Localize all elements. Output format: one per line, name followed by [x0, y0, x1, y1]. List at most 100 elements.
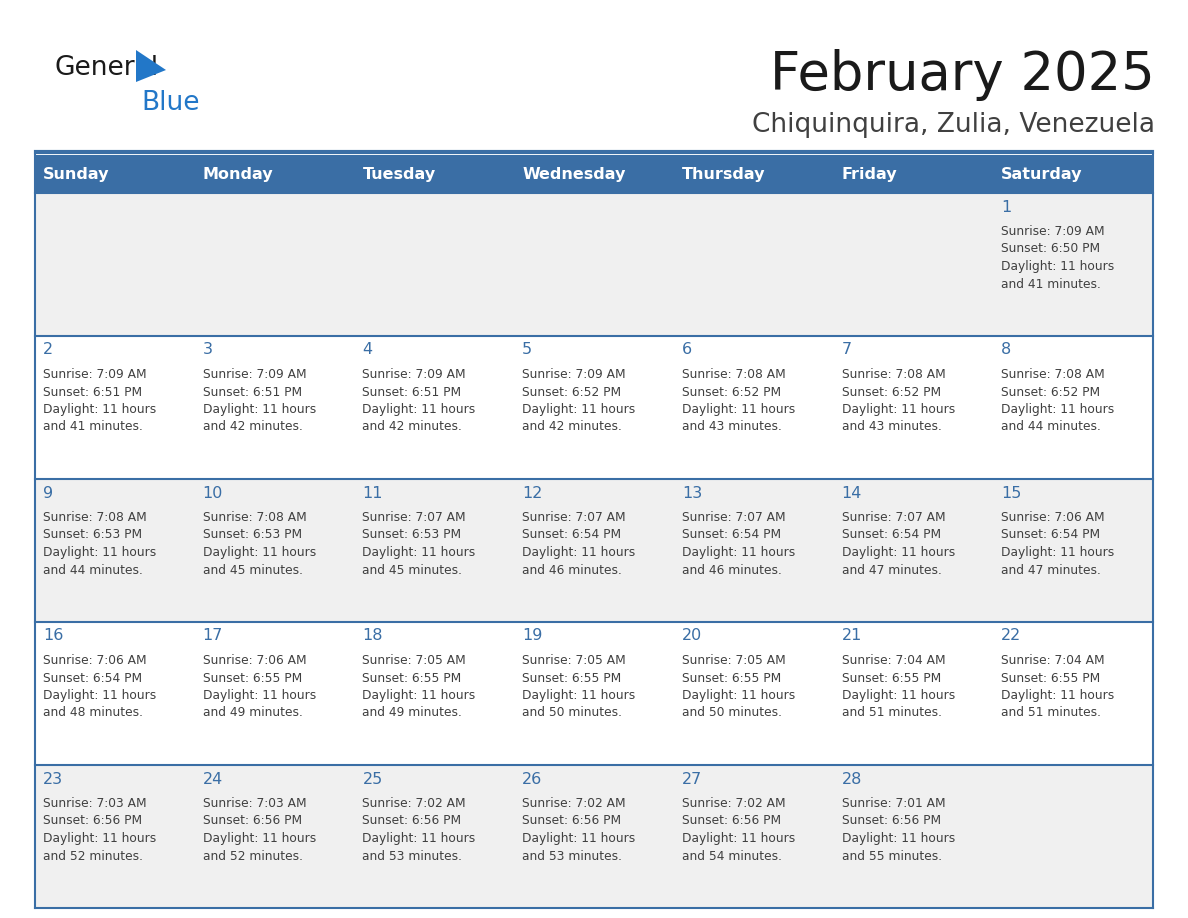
Text: Chiquinquira, Zulia, Venezuela: Chiquinquira, Zulia, Venezuela: [752, 112, 1155, 138]
Text: 28: 28: [841, 771, 862, 787]
Text: Daylight: 11 hours: Daylight: 11 hours: [523, 832, 636, 845]
Text: 27: 27: [682, 771, 702, 787]
Bar: [514, 479, 674, 622]
Text: 23: 23: [43, 771, 63, 787]
Text: Wednesday: Wednesday: [523, 166, 626, 182]
Text: 3: 3: [203, 342, 213, 357]
Bar: [993, 336, 1154, 479]
Text: 25: 25: [362, 771, 383, 787]
Text: Sunrise: 7:07 AM: Sunrise: 7:07 AM: [841, 511, 946, 524]
Bar: [834, 336, 993, 479]
Bar: [195, 193, 354, 336]
Text: Sunrise: 7:04 AM: Sunrise: 7:04 AM: [1001, 654, 1105, 667]
Text: Sunset: 6:54 PM: Sunset: 6:54 PM: [682, 529, 781, 542]
Text: Sunset: 6:55 PM: Sunset: 6:55 PM: [841, 671, 941, 685]
Text: Daylight: 11 hours: Daylight: 11 hours: [1001, 260, 1114, 273]
Text: 14: 14: [841, 486, 862, 500]
Text: Sunset: 6:53 PM: Sunset: 6:53 PM: [203, 529, 302, 542]
Text: 5: 5: [523, 342, 532, 357]
Text: Sunday: Sunday: [43, 166, 109, 182]
Text: Daylight: 11 hours: Daylight: 11 hours: [203, 403, 316, 416]
Bar: [34, 765, 195, 908]
Text: Sunset: 6:55 PM: Sunset: 6:55 PM: [362, 671, 462, 685]
Bar: [993, 765, 1154, 908]
Text: 20: 20: [682, 629, 702, 644]
Text: Sunrise: 7:08 AM: Sunrise: 7:08 AM: [43, 511, 147, 524]
Text: 16: 16: [43, 629, 63, 644]
Text: and 52 minutes.: and 52 minutes.: [43, 849, 143, 863]
Text: Sunrise: 7:07 AM: Sunrise: 7:07 AM: [362, 511, 466, 524]
Text: Friday: Friday: [841, 166, 897, 182]
Text: Sunset: 6:53 PM: Sunset: 6:53 PM: [43, 529, 143, 542]
Text: Sunset: 6:55 PM: Sunset: 6:55 PM: [203, 671, 302, 685]
Text: Sunrise: 7:01 AM: Sunrise: 7:01 AM: [841, 797, 946, 810]
Text: and 50 minutes.: and 50 minutes.: [523, 707, 623, 720]
Text: 12: 12: [523, 486, 543, 500]
Bar: [834, 765, 993, 908]
Text: 9: 9: [43, 486, 53, 500]
Text: and 42 minutes.: and 42 minutes.: [203, 420, 303, 433]
Bar: [674, 479, 834, 622]
Text: Daylight: 11 hours: Daylight: 11 hours: [1001, 546, 1114, 559]
Text: Daylight: 11 hours: Daylight: 11 hours: [203, 546, 316, 559]
Text: February 2025: February 2025: [770, 49, 1155, 101]
Bar: [834, 155, 993, 193]
Text: 11: 11: [362, 486, 383, 500]
Text: and 46 minutes.: and 46 minutes.: [523, 564, 623, 577]
Bar: [674, 622, 834, 765]
Text: and 49 minutes.: and 49 minutes.: [203, 707, 303, 720]
Text: Sunrise: 7:09 AM: Sunrise: 7:09 AM: [362, 368, 466, 381]
Bar: [993, 193, 1154, 336]
Bar: [195, 765, 354, 908]
Text: Sunset: 6:55 PM: Sunset: 6:55 PM: [682, 671, 781, 685]
Text: Sunset: 6:51 PM: Sunset: 6:51 PM: [203, 386, 302, 398]
Bar: [514, 155, 674, 193]
Text: Sunset: 6:54 PM: Sunset: 6:54 PM: [841, 529, 941, 542]
Text: Daylight: 11 hours: Daylight: 11 hours: [362, 832, 475, 845]
Text: 2: 2: [43, 342, 53, 357]
Text: Sunrise: 7:06 AM: Sunrise: 7:06 AM: [1001, 511, 1105, 524]
Bar: [354, 193, 514, 336]
Text: and 44 minutes.: and 44 minutes.: [1001, 420, 1101, 433]
Text: Daylight: 11 hours: Daylight: 11 hours: [841, 546, 955, 559]
Text: Sunset: 6:53 PM: Sunset: 6:53 PM: [362, 529, 462, 542]
Text: Sunrise: 7:09 AM: Sunrise: 7:09 AM: [43, 368, 146, 381]
Text: Sunrise: 7:03 AM: Sunrise: 7:03 AM: [203, 797, 307, 810]
Text: Tuesday: Tuesday: [362, 166, 436, 182]
Text: Daylight: 11 hours: Daylight: 11 hours: [682, 832, 795, 845]
Text: Daylight: 11 hours: Daylight: 11 hours: [203, 689, 316, 702]
Text: and 42 minutes.: and 42 minutes.: [362, 420, 462, 433]
Bar: [834, 479, 993, 622]
Text: Sunrise: 7:09 AM: Sunrise: 7:09 AM: [523, 368, 626, 381]
Bar: [674, 155, 834, 193]
Text: and 47 minutes.: and 47 minutes.: [841, 564, 941, 577]
Text: Sunset: 6:52 PM: Sunset: 6:52 PM: [523, 386, 621, 398]
Bar: [993, 479, 1154, 622]
Text: and 49 minutes.: and 49 minutes.: [362, 707, 462, 720]
Text: Sunrise: 7:02 AM: Sunrise: 7:02 AM: [523, 797, 626, 810]
Bar: [834, 193, 993, 336]
Text: Daylight: 11 hours: Daylight: 11 hours: [1001, 403, 1114, 416]
Text: Sunrise: 7:05 AM: Sunrise: 7:05 AM: [682, 654, 785, 667]
Text: 6: 6: [682, 342, 691, 357]
Text: Sunrise: 7:02 AM: Sunrise: 7:02 AM: [682, 797, 785, 810]
Text: Sunrise: 7:08 AM: Sunrise: 7:08 AM: [1001, 368, 1105, 381]
Text: Sunrise: 7:08 AM: Sunrise: 7:08 AM: [682, 368, 785, 381]
Text: Sunrise: 7:05 AM: Sunrise: 7:05 AM: [523, 654, 626, 667]
Text: Daylight: 11 hours: Daylight: 11 hours: [43, 403, 157, 416]
Text: Daylight: 11 hours: Daylight: 11 hours: [1001, 689, 1114, 702]
Polygon shape: [135, 50, 166, 82]
Text: 4: 4: [362, 342, 373, 357]
Text: Sunrise: 7:03 AM: Sunrise: 7:03 AM: [43, 797, 146, 810]
Text: 18: 18: [362, 629, 383, 644]
Text: Sunrise: 7:07 AM: Sunrise: 7:07 AM: [682, 511, 785, 524]
Text: and 50 minutes.: and 50 minutes.: [682, 707, 782, 720]
Text: Sunset: 6:54 PM: Sunset: 6:54 PM: [43, 671, 143, 685]
Text: Sunrise: 7:04 AM: Sunrise: 7:04 AM: [841, 654, 946, 667]
Text: Daylight: 11 hours: Daylight: 11 hours: [841, 403, 955, 416]
Text: 26: 26: [523, 771, 543, 787]
Bar: [514, 622, 674, 765]
Text: Sunset: 6:52 PM: Sunset: 6:52 PM: [841, 386, 941, 398]
Text: Daylight: 11 hours: Daylight: 11 hours: [523, 689, 636, 702]
Text: Sunrise: 7:09 AM: Sunrise: 7:09 AM: [203, 368, 307, 381]
